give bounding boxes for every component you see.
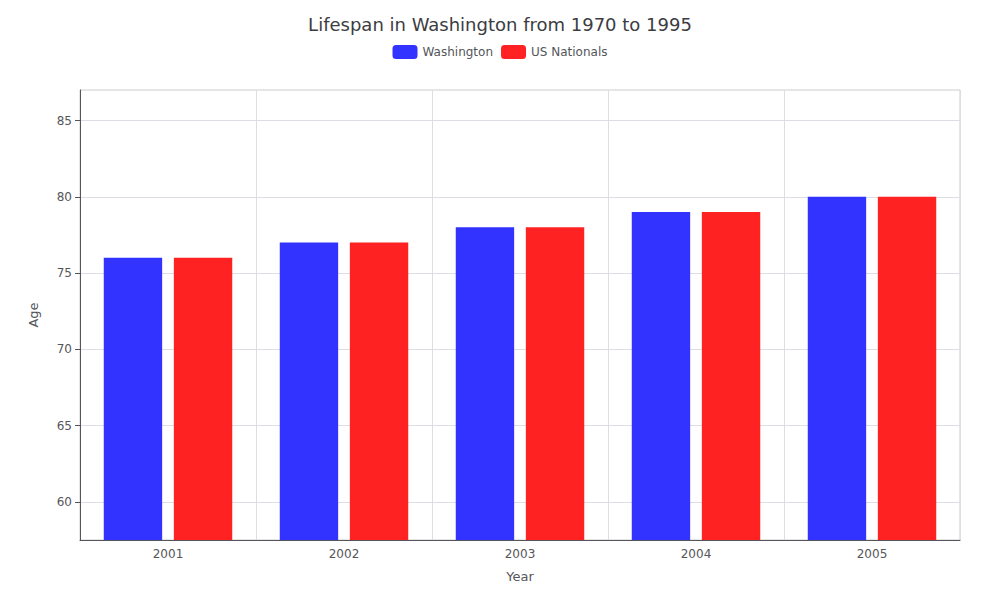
svg-text:Year: Year — [505, 569, 534, 584]
svg-text:2004: 2004 — [681, 547, 712, 561]
svg-text:65: 65 — [57, 419, 72, 433]
svg-text:2003: 2003 — [505, 547, 536, 561]
svg-text:75: 75 — [57, 266, 72, 280]
svg-text:85: 85 — [57, 114, 72, 128]
svg-text:60: 60 — [57, 495, 72, 509]
svg-text:2001: 2001 — [153, 547, 184, 561]
svg-text:70: 70 — [57, 342, 72, 356]
svg-text:2002: 2002 — [329, 547, 360, 561]
svg-text:80: 80 — [57, 190, 72, 204]
svg-text:2005: 2005 — [857, 547, 888, 561]
svg-text:Washington: Washington — [423, 45, 494, 59]
svg-text:US Nationals: US Nationals — [531, 45, 607, 59]
svg-text:Lifespan in Washington from 19: Lifespan in Washington from 1970 to 1995 — [308, 14, 692, 35]
svg-text:Age: Age — [26, 302, 41, 327]
